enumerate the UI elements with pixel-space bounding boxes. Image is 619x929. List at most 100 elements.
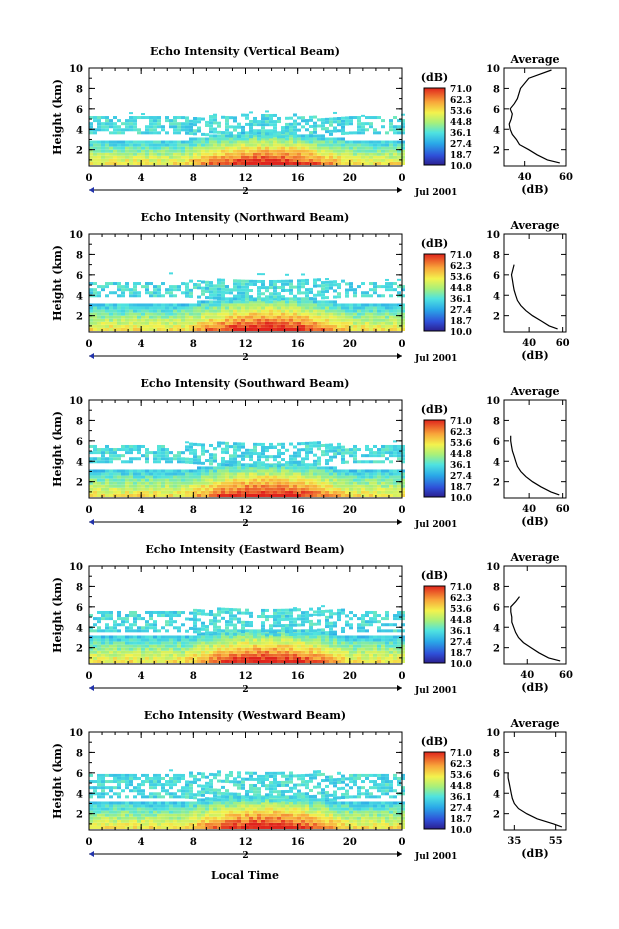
echo-cell (325, 466, 329, 470)
echo-cell (153, 469, 157, 473)
echo-cell (229, 161, 233, 165)
echo-cell (293, 146, 297, 150)
echo-cell (373, 610, 377, 614)
echo-cell (393, 454, 397, 458)
echo-cell (265, 647, 269, 651)
echo-cell (269, 478, 273, 482)
echo-cell (269, 632, 273, 636)
echo-cell (289, 653, 293, 657)
echo-cell (105, 460, 109, 464)
echo-cell (129, 623, 133, 627)
echo-cell (257, 650, 261, 654)
echo-cell (129, 653, 133, 657)
echo-cell (281, 315, 285, 319)
echo-cell (297, 460, 301, 464)
echo-cell (293, 155, 297, 159)
echo-cell (381, 321, 385, 325)
echo-cell (289, 315, 293, 319)
echo-cell (233, 626, 237, 630)
echo-cell (245, 321, 249, 325)
echo-cell (165, 143, 169, 147)
colorbar-label: (dB) (421, 71, 448, 84)
echo-cell (273, 464, 277, 468)
echo-cell (101, 158, 105, 162)
echo-cell (253, 475, 257, 479)
echo-cell (325, 618, 329, 622)
echo-cell (213, 456, 217, 460)
echo-cell (297, 146, 301, 150)
echo-cell (237, 442, 241, 446)
echo-cell (329, 446, 333, 450)
echo-cell (201, 638, 205, 642)
echo-cell (397, 487, 401, 491)
echo-cell (317, 469, 321, 473)
echo-cell (345, 143, 349, 147)
echo-cell (261, 306, 265, 310)
echo-cell (341, 469, 345, 473)
echo-cell (209, 303, 213, 307)
echo-cell (269, 481, 273, 485)
echo-cell (157, 125, 161, 129)
echo-cell (401, 487, 405, 491)
echo-cell (137, 324, 141, 328)
echo-cell (261, 143, 265, 147)
echo-cell (173, 315, 177, 319)
echo-cell (325, 443, 329, 447)
echo-cell (317, 610, 321, 614)
echo-cell (313, 318, 317, 322)
echo-cell (205, 481, 209, 485)
echo-cell (337, 469, 341, 473)
echo-cell (341, 318, 345, 322)
echo-cell (269, 327, 273, 331)
echo-cell (269, 321, 273, 325)
echo-cell (169, 620, 173, 624)
echo-cell (317, 284, 321, 288)
echo-cell (321, 443, 325, 447)
echo-cell (181, 611, 185, 615)
echo-cell (149, 644, 153, 648)
echo-cell (361, 143, 365, 147)
echo-cell (237, 629, 241, 633)
echo-cell (357, 638, 361, 642)
echo-cell (93, 282, 97, 286)
echo-cell (217, 475, 221, 479)
echo-cell (265, 140, 269, 144)
echo-cell (113, 623, 117, 627)
echo-cell (269, 484, 273, 488)
echo-cell (105, 303, 109, 307)
echo-cell (161, 472, 165, 476)
echo-cell (265, 152, 269, 156)
echo-cell (293, 487, 297, 491)
echo-cell (165, 140, 169, 144)
echo-cell (301, 638, 305, 642)
echo-cell (245, 647, 249, 651)
echo-cell (125, 324, 129, 328)
echo-cell (397, 128, 401, 132)
echo-cell (321, 327, 325, 331)
echo-cell (357, 306, 361, 310)
echo-cell (189, 487, 193, 491)
echo-cell (273, 318, 277, 322)
echo-cell (145, 312, 149, 316)
echo-cell (353, 481, 357, 485)
echo-cell (373, 460, 377, 464)
echo-cell (209, 487, 213, 491)
echo-cell (125, 119, 129, 123)
echo-cell (177, 629, 181, 633)
echo-cell (313, 629, 317, 633)
echo-cell (281, 289, 285, 293)
echo-cell (169, 155, 173, 159)
echo-cell (209, 321, 213, 325)
echo-cell (249, 298, 253, 302)
echo-cell (313, 303, 317, 307)
echo-cell (245, 493, 249, 497)
echo-cell (261, 463, 265, 467)
echo-cell (209, 462, 213, 466)
echo-cell (285, 448, 289, 452)
echo-cell (357, 487, 361, 491)
echo-cell (225, 607, 229, 611)
echo-cell (261, 624, 265, 628)
echo-cell (245, 464, 249, 468)
echo-cell (97, 321, 101, 325)
echo-cell (125, 487, 129, 491)
